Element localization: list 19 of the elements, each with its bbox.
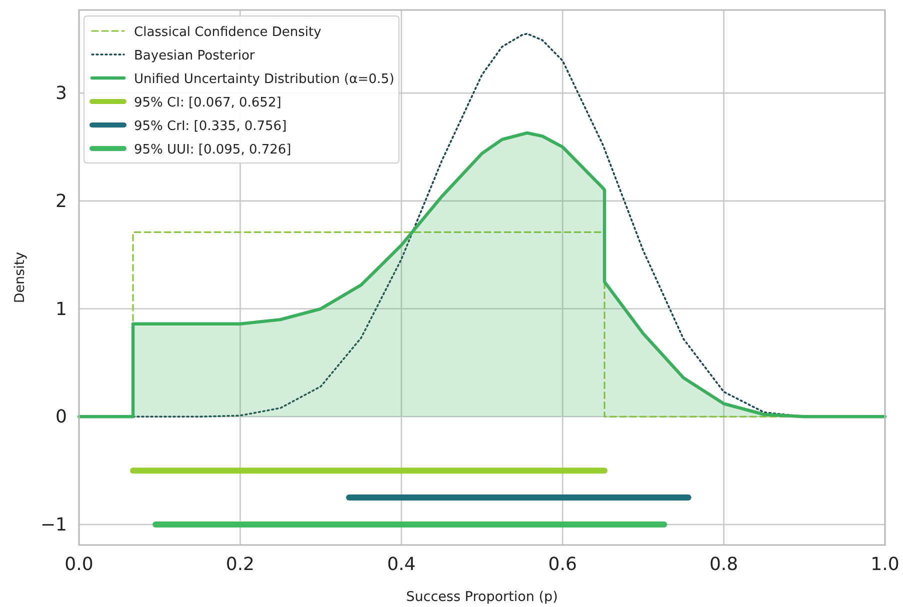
x-tick-label: 0.6: [548, 554, 577, 575]
x-axis-title: Success Proportion (p): [406, 589, 558, 605]
legend-label: Classical Confidence Density: [134, 25, 322, 40]
y-tick-label: 2: [56, 190, 67, 212]
y-tick-label: 0: [56, 406, 67, 428]
legend-label: 95% CrI: [0.335, 0.756]: [134, 119, 287, 134]
y-tick-label: 3: [56, 83, 67, 104]
x-tick-label: 0.2: [226, 554, 255, 575]
legend-label: 95% UUI: [0.095, 0.726]: [134, 142, 292, 158]
legend-label: Bayesian Posterior: [134, 48, 256, 64]
y-axis-title: Density: [12, 252, 28, 304]
legend-label: 95% CI: [0.067, 0.652]: [134, 96, 282, 110]
x-tick-label: 0.8: [709, 554, 738, 575]
x-tick-label: 0.0: [64, 554, 94, 575]
x-tick-label: 1.0: [870, 554, 900, 575]
y-tick-label: 1: [56, 298, 67, 320]
x-tick-label: 0.4: [387, 554, 416, 575]
legend-label: Unified Uncertainty Distribution (α=0.5): [134, 72, 394, 87]
y-tick-label: −1: [40, 514, 67, 536]
